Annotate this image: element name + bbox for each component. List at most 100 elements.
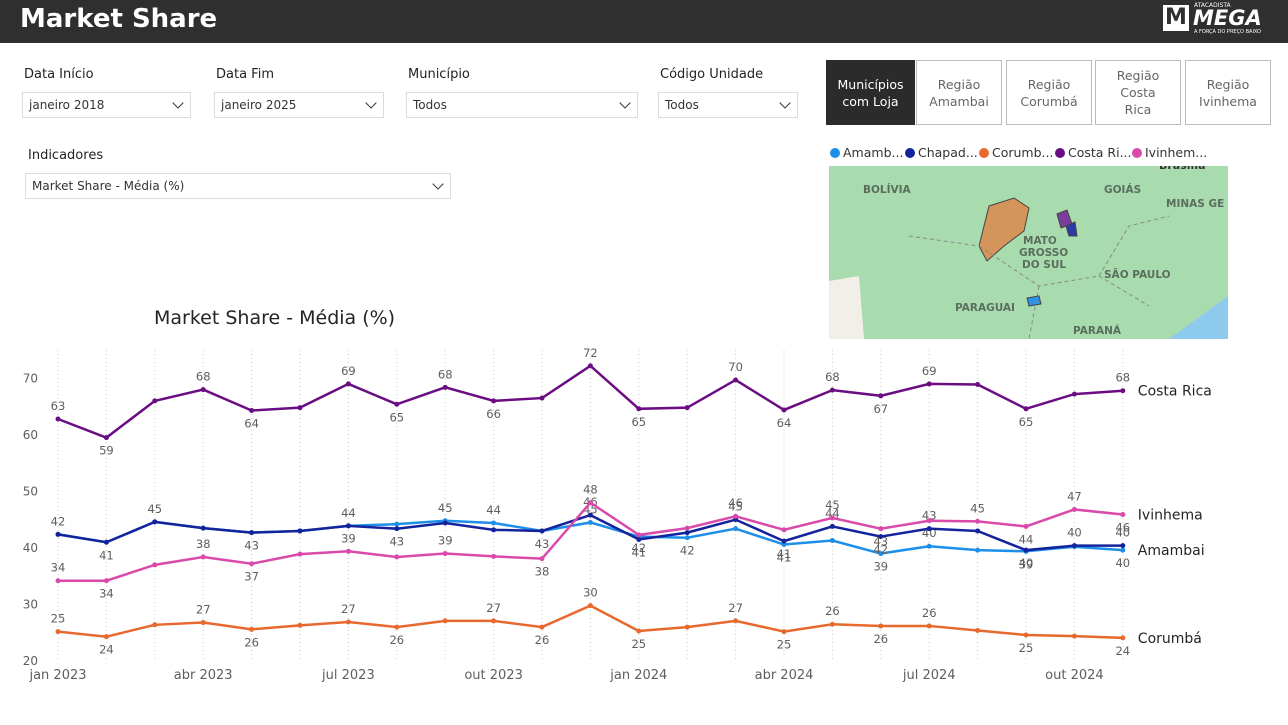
data-point: [297, 551, 303, 557]
data-point: [587, 500, 593, 506]
indicator-dropdown[interactable]: Market Share - Média (%): [25, 173, 451, 199]
data-label: 66: [486, 407, 501, 421]
data-label: 38: [196, 537, 211, 551]
map-label: PARAGUAI: [955, 302, 1015, 314]
data-point: [926, 526, 932, 532]
data-label: 39: [438, 534, 453, 548]
region-button[interactable]: Municípios com Loja: [826, 60, 915, 125]
x-tick-label: jul 2023: [321, 668, 375, 683]
data-label: 25: [1019, 641, 1034, 655]
data-point: [733, 377, 739, 383]
data-point: [733, 526, 739, 532]
data-point: [926, 518, 932, 524]
data-point: [249, 626, 255, 632]
logo-icon: M: [1163, 5, 1189, 31]
data-point: [587, 512, 593, 518]
data-point: [1120, 543, 1126, 549]
data-point: [975, 547, 981, 553]
data-point: [200, 387, 206, 393]
map-region: [1065, 221, 1078, 237]
data-point: [200, 525, 206, 531]
filter-dropdown[interactable]: Todos: [406, 92, 638, 118]
data-point: [1071, 391, 1077, 397]
region-button[interactable]: Região Corumbá: [1006, 60, 1092, 125]
data-label: 69: [922, 364, 937, 378]
region-button[interactable]: Região Ivinhema: [1185, 60, 1271, 125]
map-label: MINAS GE: [1166, 198, 1224, 210]
data-point: [1071, 633, 1077, 639]
legend-dot: [830, 147, 840, 158]
data-label: 41: [99, 548, 114, 562]
logo-tagline: A FORÇA DO PREÇO BAIXO: [1194, 29, 1261, 35]
filter-label: Data Início: [24, 67, 94, 82]
legend-text: Amamb...: [843, 145, 904, 160]
data-point: [781, 629, 787, 635]
filter-dropdown[interactable]: janeiro 2018: [22, 92, 191, 118]
data-point: [1120, 635, 1126, 641]
data-label: 26: [389, 633, 404, 647]
data-point: [829, 621, 835, 627]
data-label: 45: [825, 498, 840, 512]
data-point: [781, 527, 787, 533]
end-label: Amambai: [1138, 543, 1205, 559]
data-point: [394, 521, 400, 527]
legend-item: Costa Ri...: [1055, 145, 1132, 160]
map-label: Brasília: [1159, 166, 1206, 172]
data-point: [829, 523, 835, 529]
data-point: [636, 536, 642, 542]
data-label: 64: [244, 417, 259, 431]
data-label: 26: [244, 635, 259, 649]
data-label: 45: [147, 502, 162, 516]
region-button[interactable]: Região Amambai: [916, 60, 1002, 125]
data-label: 42: [680, 544, 695, 558]
data-label: 65: [1019, 415, 1034, 429]
data-label: 26: [535, 633, 550, 647]
y-tick-label: 30: [23, 597, 38, 611]
end-label: Ivinhema: [1138, 508, 1203, 524]
data-point: [442, 618, 448, 624]
logo-top: ATACADISTA: [1194, 2, 1231, 9]
data-point: [103, 578, 109, 584]
data-point: [249, 408, 255, 414]
data-point: [394, 624, 400, 630]
filter-label: Município: [408, 67, 470, 82]
data-point: [297, 405, 303, 411]
data-label: 46: [1115, 521, 1130, 535]
filter-dropdown[interactable]: janeiro 2025: [214, 92, 384, 118]
data-label: 40: [1115, 556, 1130, 570]
data-label: 40: [1115, 526, 1130, 540]
data-point: [636, 406, 642, 412]
region-button[interactable]: Região Costa Rica: [1095, 60, 1181, 125]
data-point: [733, 513, 739, 519]
data-point: [926, 623, 932, 629]
data-label: 43: [535, 537, 550, 551]
data-point: [636, 628, 642, 634]
chart: Market Share - Média (%) jan 2023 abr 202…: [23, 307, 1212, 683]
filter-dropdown[interactable]: Todos: [658, 92, 798, 118]
data-point: [55, 578, 61, 584]
data-label: 68: [1115, 371, 1130, 385]
data-label: 45: [438, 501, 453, 515]
data-point: [345, 523, 351, 529]
y-tick-label: 40: [23, 541, 38, 555]
legend-dot: [979, 147, 989, 158]
data-point: [103, 634, 109, 640]
data-label: 34: [51, 561, 66, 575]
map-label: MATO: [1023, 235, 1057, 247]
map-sea: [1169, 296, 1228, 339]
data-label: 25: [777, 638, 792, 652]
data-label: 30: [583, 586, 598, 600]
data-point: [684, 530, 690, 536]
data-label: 65: [389, 410, 404, 424]
x-tick-label: jan 2023: [28, 668, 86, 683]
x-tick-label: out 2023: [464, 668, 523, 683]
data-label: 72: [583, 346, 598, 360]
data-label: 37: [244, 570, 259, 584]
data-label: 44: [486, 503, 501, 517]
data-point: [975, 381, 981, 387]
data-point: [878, 623, 884, 629]
filter-label: Data Fim: [216, 67, 274, 82]
data-point: [491, 398, 497, 404]
end-label: Costa Rica: [1138, 384, 1212, 400]
